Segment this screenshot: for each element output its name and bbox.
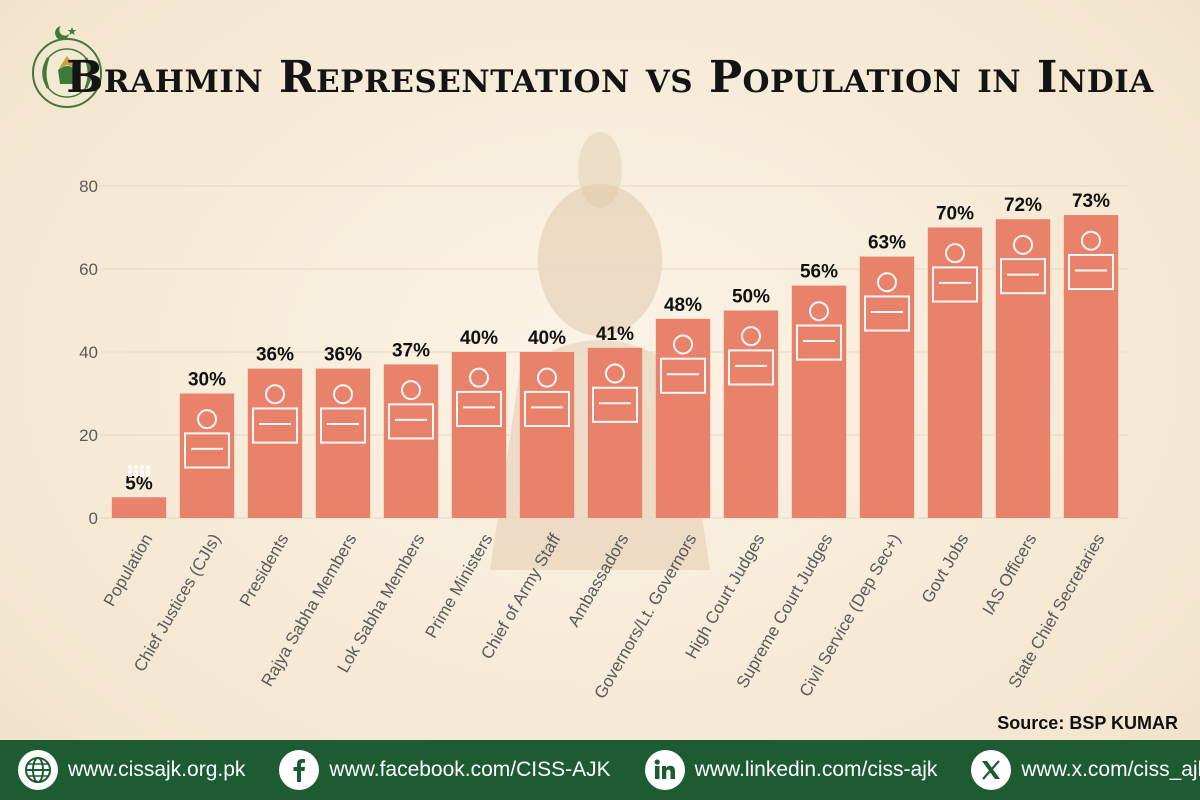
data-label: 73% [1072, 191, 1110, 212]
x-icon [971, 750, 1012, 790]
facebook-icon [279, 750, 320, 790]
footer-website-text: www.cissajk.org.pk [68, 758, 246, 781]
footer-bar: www.cissajk.org.pk www.facebook.com/CISS… [0, 740, 1200, 800]
source-note: Source: BSP KUMAR [997, 713, 1178, 733]
y-tick-label: 20 [79, 426, 98, 445]
data-label: 72% [1004, 195, 1042, 216]
data-label: 5% [125, 473, 153, 494]
x-tick-label: Govt Jobs [918, 531, 973, 607]
chart-title: Brahmin Representation vs Population in … [66, 52, 1154, 103]
bar-icon [456, 367, 502, 427]
data-label: 48% [664, 295, 702, 316]
bar [791, 285, 847, 518]
bar-chart: 5% 30% 36% 36% 37% 40% 40% 41% 48% 50% 56% 63% 70% 72… [79, 177, 1128, 702]
ciss-logo [28, 18, 106, 118]
bar [723, 310, 779, 518]
data-label: 30% [188, 370, 226, 391]
x-tick-label: Ambassadors [564, 531, 632, 631]
bar-icon [127, 465, 151, 478]
data-label: 40% [460, 328, 498, 349]
bar [859, 256, 915, 518]
data-label: 37% [392, 340, 430, 361]
x-tick-label: IAS Officers [979, 531, 1041, 619]
data-label: 40% [528, 328, 566, 349]
data-label: 70% [936, 204, 974, 225]
bar-icon [524, 367, 570, 427]
y-tick-label: 40 [79, 343, 98, 362]
bar [451, 352, 507, 518]
bar-icon [184, 409, 230, 469]
footer-website[interactable]: www.cissajk.org.pk [18, 750, 245, 790]
footer-x[interactable]: www.x.com/ciss_ajk [971, 750, 1200, 790]
bar-icon [932, 243, 978, 303]
bar [927, 227, 983, 518]
globe-icon [18, 750, 58, 790]
data-label: 50% [732, 287, 770, 308]
bar-icon [728, 326, 774, 386]
bar [519, 352, 575, 518]
bar-icon [796, 301, 842, 361]
bar [1063, 215, 1119, 519]
bar-icon [320, 384, 366, 444]
data-label: 36% [324, 345, 362, 366]
bar [179, 393, 235, 518]
footer-linkedin[interactable]: www.linkedin.com/ciss-ajk [644, 750, 938, 790]
x-tick-label: Population [100, 531, 157, 610]
footer-facebook[interactable]: www.facebook.com/CISS-AJK [279, 750, 611, 790]
x-tick-label: Prime Ministers [421, 531, 496, 642]
data-label: 41% [596, 324, 634, 345]
bar [383, 364, 439, 518]
footer-linkedin-text: www.linkedin.com/ciss-ajk [694, 758, 938, 781]
data-label: 36% [256, 345, 294, 366]
bar-icon [1068, 230, 1114, 291]
linkedin-icon [644, 750, 685, 790]
data-label: 63% [868, 233, 906, 254]
bar-icon [660, 334, 706, 394]
bar [111, 497, 167, 518]
x-tick-label: Presidents [236, 531, 293, 610]
bar [995, 219, 1051, 518]
bar [587, 347, 643, 518]
bar-icon [388, 380, 434, 440]
y-tick-label: 80 [79, 177, 98, 196]
y-tick-label: 60 [79, 260, 98, 279]
bar-icon [864, 272, 910, 332]
y-tick-label: 0 [89, 509, 98, 528]
bar [655, 318, 711, 518]
footer-x-text: www.x.com/ciss_ajk [1021, 758, 1200, 781]
bar-icon [592, 363, 638, 423]
bar-icon [252, 384, 298, 444]
footer-facebook-text: www.facebook.com/CISS-AJK [329, 758, 611, 781]
data-label: 56% [800, 262, 838, 283]
bar-icon [1000, 234, 1046, 295]
